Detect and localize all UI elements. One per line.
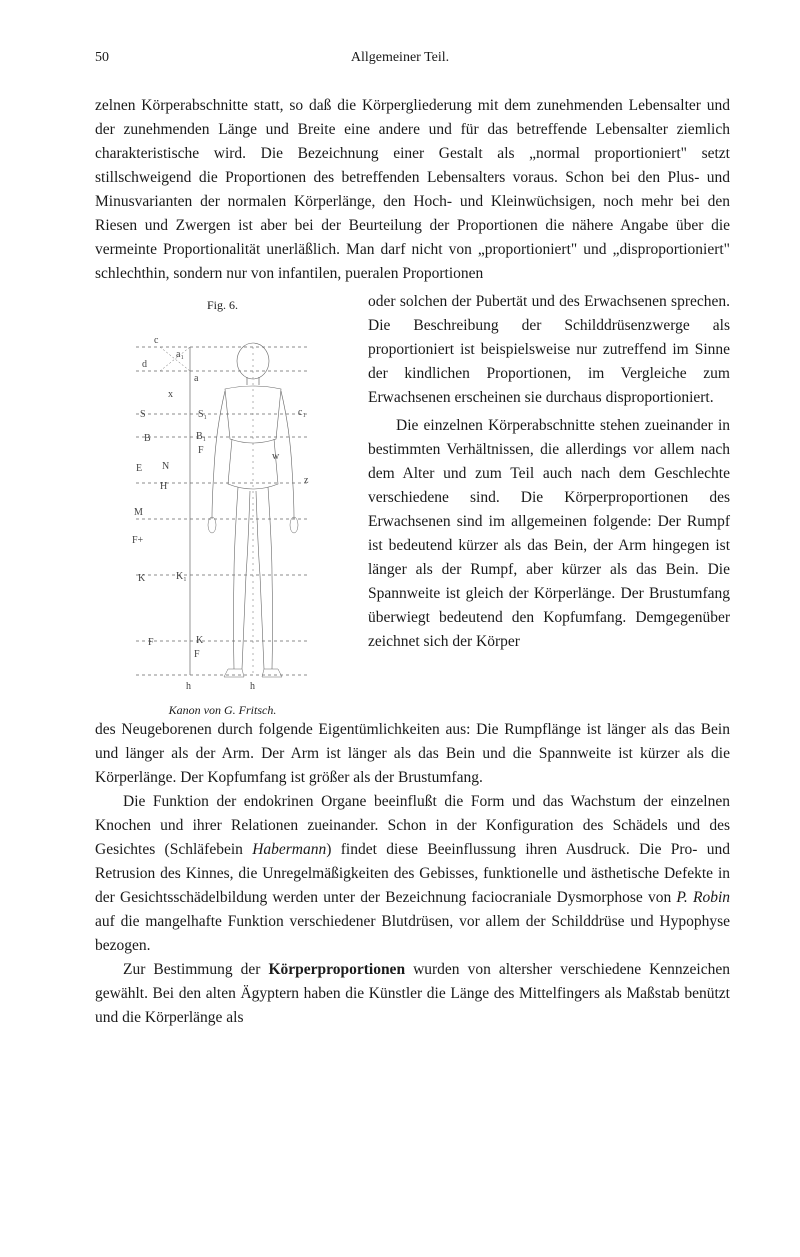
lbl-S1: S₁ (198, 409, 207, 420)
p3-bold: Körperproportionen (268, 961, 405, 978)
lbl-B1: B₁ (196, 431, 206, 442)
fig-caption-prefix: Kanon von (169, 703, 224, 717)
lbl-w: w (272, 451, 280, 462)
p3-a: Zur Bestimmung der (123, 961, 268, 978)
figure-label: Fig. 6. (207, 298, 238, 313)
lbl-c: c (154, 335, 159, 346)
p2-c: auf die mangelhafte Funktion verschieden… (95, 913, 730, 954)
lbl-h2: h (250, 681, 255, 692)
lbl-cr: c₁ (298, 407, 306, 418)
lbl-H: H (160, 481, 167, 492)
lbl-F: F (148, 637, 154, 648)
figure-column: Fig. 6. (95, 290, 350, 718)
running-head: Allgemeiner Teil. (351, 50, 449, 66)
lbl-a1: a₁ (176, 349, 184, 360)
lbl-d: d (142, 359, 147, 370)
page-number: 50 (95, 50, 109, 66)
lbl-F1: F (198, 445, 204, 456)
lbl-K1: K₁ (176, 571, 187, 582)
lbl-B: B (144, 433, 151, 444)
lbl-K2: K (196, 635, 204, 646)
lbl-M: M (134, 507, 143, 518)
figure-text-wrap: Fig. 6. (95, 290, 730, 718)
lbl-a: a (194, 373, 199, 384)
paragraph-after-3: Zur Bestimmung der Körperproportionen wu… (95, 958, 730, 1030)
figure-caption: Kanon von G. Fritsch. (169, 703, 277, 718)
paragraph-after-2: Die Funktion der endokrinen Organe beein… (95, 790, 730, 958)
right-column-text: oder solchen der Pubertät und des Er­wac… (368, 290, 730, 718)
paragraph-after-1: des Neugeborenen durch folgende Eigentüm… (95, 718, 730, 790)
lbl-N: N (162, 461, 169, 472)
fig-caption-author: G. Fritsch. (224, 703, 276, 717)
lbl-h: h (186, 681, 191, 692)
lbl-FP: F+ (132, 535, 144, 546)
canon-body-figure: c d x S B E H M F+ K F h a₁ a S₁ B₁ F N … (98, 319, 348, 699)
lbl-E: E (136, 463, 142, 474)
lbl-x: x (168, 389, 173, 400)
page-header: 50 Allgemeiner Teil. (95, 50, 730, 66)
lbl-S: S (140, 409, 146, 420)
p2-italic-habermann: Habermann (252, 841, 326, 858)
lbl-K: K (138, 573, 146, 584)
lbl-z: z (304, 475, 309, 486)
paragraph-1: zelnen Körperabschnitte statt, so daß di… (95, 94, 730, 286)
lbl-Ff: F (194, 649, 200, 660)
p2-italic-robin: P. Robin (676, 889, 730, 906)
right-col-p2: Die einzelnen Körperabschnitte stehen zu… (368, 414, 730, 654)
right-col-p1: oder solchen der Pubertät und des Er­wac… (368, 293, 730, 406)
